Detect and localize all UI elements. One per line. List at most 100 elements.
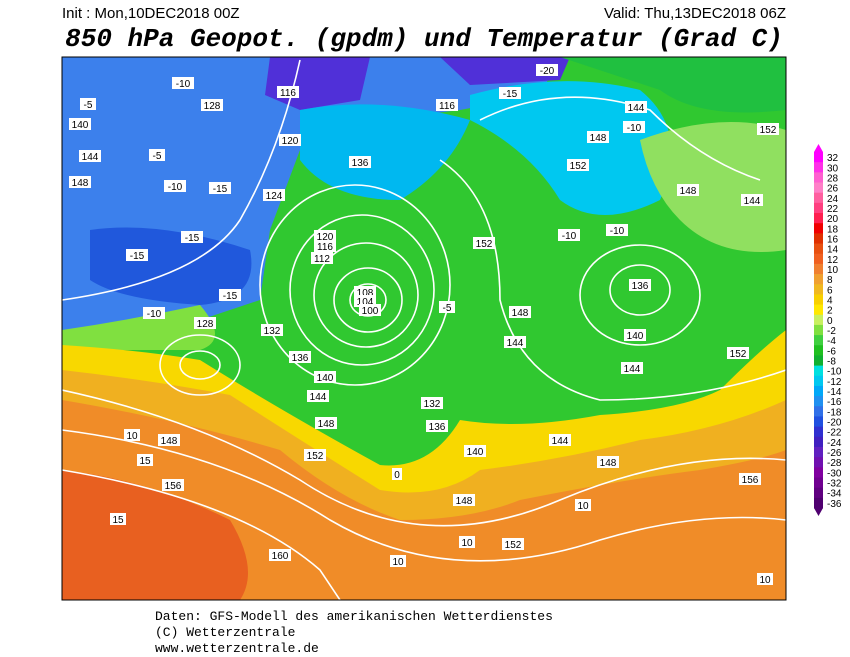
label-box bbox=[558, 229, 580, 241]
label-box bbox=[473, 237, 495, 249]
colorbar-swatch bbox=[814, 162, 823, 173]
colorbar-label: -22 bbox=[827, 428, 842, 439]
contour-label: 140 bbox=[317, 373, 334, 384]
contour-label: -10 bbox=[627, 123, 642, 134]
contour-label: 144 bbox=[507, 338, 524, 349]
contour-label: 140 bbox=[467, 447, 484, 458]
contour-label: -15 bbox=[223, 291, 238, 302]
contour-label: 128 bbox=[204, 101, 221, 112]
colorbar-label: 8 bbox=[827, 275, 833, 286]
label-box bbox=[421, 397, 443, 409]
contour-label: 10 bbox=[126, 431, 138, 442]
colorbar-label: -26 bbox=[827, 448, 842, 459]
colorbar-label: -24 bbox=[827, 438, 842, 449]
colorbar-swatch bbox=[814, 253, 823, 265]
contour-label: 148 bbox=[680, 186, 697, 197]
colorbar-label: 24 bbox=[827, 194, 839, 205]
label-box bbox=[624, 329, 646, 341]
colorbar-swatch bbox=[814, 274, 823, 285]
contour-label: 144 bbox=[624, 364, 641, 375]
colorbar-label: -36 bbox=[827, 499, 842, 510]
colorbar-swatch bbox=[814, 396, 823, 407]
contour-label: -20 bbox=[540, 66, 555, 77]
colorbar-label: -2 bbox=[827, 326, 836, 337]
data-source: Daten: GFS-Modell des amerikanischen Wet… bbox=[155, 609, 553, 624]
contour-label: 144 bbox=[744, 196, 761, 207]
colorbar-swatch bbox=[814, 477, 823, 489]
colorbar-swatch bbox=[814, 314, 823, 326]
label-box bbox=[509, 306, 531, 318]
contour-label: 152 bbox=[760, 125, 777, 136]
label-box bbox=[390, 555, 406, 567]
contour-label: 148 bbox=[318, 419, 335, 430]
colorbar-swatch bbox=[814, 294, 823, 306]
label-box bbox=[499, 87, 521, 99]
label-box bbox=[741, 194, 763, 206]
colorbar-swatch bbox=[814, 202, 823, 214]
contour-label: 152 bbox=[505, 540, 522, 551]
contour-label: 0 bbox=[394, 470, 400, 481]
contour-label: 108 bbox=[357, 288, 374, 299]
contour-label: 10 bbox=[577, 501, 589, 512]
colorbar-label: 20 bbox=[827, 214, 839, 225]
label-box bbox=[209, 182, 231, 194]
colorbar-label: -20 bbox=[827, 418, 842, 429]
label-box bbox=[304, 449, 326, 461]
colorbar-swatch bbox=[814, 263, 823, 275]
colorbar-swatch bbox=[814, 335, 823, 346]
contour-label: -5 bbox=[84, 100, 93, 111]
label-box bbox=[677, 184, 699, 196]
label-box bbox=[201, 99, 223, 111]
colorbar-swatch bbox=[814, 304, 823, 316]
colorbar-label: 26 bbox=[827, 184, 839, 195]
colorbar-label: -16 bbox=[827, 397, 842, 408]
label-box bbox=[124, 429, 140, 441]
colorbar-label: 2 bbox=[827, 306, 833, 317]
label-box bbox=[625, 101, 647, 113]
contour-label: 128 bbox=[197, 319, 214, 330]
label-box bbox=[606, 224, 628, 236]
contour-label: 116 bbox=[317, 242, 333, 253]
colorbar-swatch bbox=[814, 233, 823, 245]
label-box bbox=[587, 131, 609, 143]
label-box bbox=[464, 445, 486, 457]
contour-label: 10 bbox=[392, 557, 404, 568]
contour-label: 152 bbox=[570, 161, 587, 172]
label-box bbox=[502, 538, 524, 550]
contour-label: 144 bbox=[310, 392, 327, 403]
contour-label: 152 bbox=[730, 349, 747, 360]
label-box bbox=[567, 159, 589, 171]
label-box bbox=[289, 351, 311, 363]
colorbar-label: 32 bbox=[827, 153, 839, 164]
contour-label: -5 bbox=[153, 151, 162, 162]
contour-label: -15 bbox=[213, 184, 228, 195]
label-box bbox=[143, 307, 165, 319]
contour-label: 152 bbox=[476, 239, 493, 250]
contour-label: 144 bbox=[552, 436, 569, 447]
label-box bbox=[436, 99, 458, 111]
label-box bbox=[597, 456, 619, 468]
label-box bbox=[549, 434, 571, 446]
label-box bbox=[536, 64, 558, 76]
contour-label: 132 bbox=[264, 326, 281, 337]
contour-label: -10 bbox=[176, 79, 191, 90]
valid-time: Valid: Thu,13DEC2018 06Z bbox=[604, 5, 786, 22]
contour-label: 148 bbox=[161, 436, 178, 447]
label-box bbox=[110, 513, 126, 525]
label-box bbox=[439, 301, 455, 313]
colorbar-swatch bbox=[814, 324, 823, 336]
label-box bbox=[137, 454, 153, 466]
contour-label: 116 bbox=[280, 88, 296, 99]
contour-label: -15 bbox=[185, 233, 200, 244]
label-box bbox=[426, 420, 448, 432]
colorbar-label: 0 bbox=[827, 316, 833, 327]
label-box bbox=[277, 86, 299, 98]
label-box bbox=[219, 289, 241, 301]
label-box bbox=[279, 134, 301, 146]
label-box bbox=[181, 231, 203, 243]
contour-label: 148 bbox=[72, 178, 89, 189]
website: www.wetterzentrale.de bbox=[155, 641, 319, 656]
label-box bbox=[315, 417, 337, 429]
copyright: (C) Wetterzentrale bbox=[155, 625, 295, 640]
